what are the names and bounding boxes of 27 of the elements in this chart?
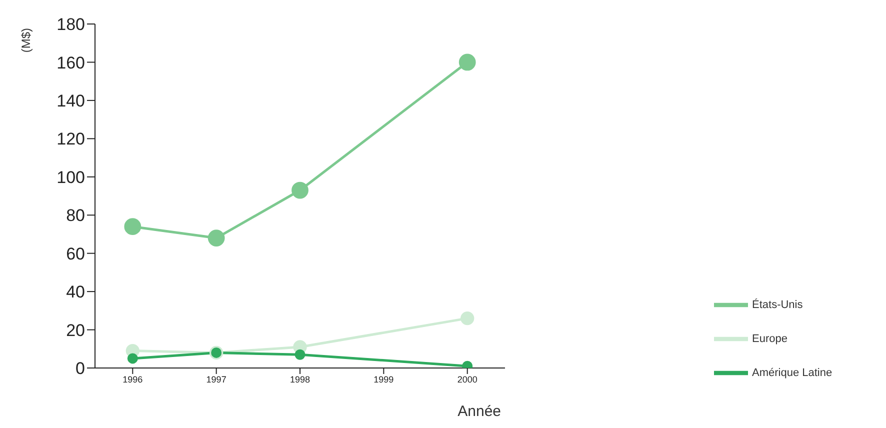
y-tick-label: 180 [56, 15, 85, 34]
legend-label: Amérique Latine [752, 366, 832, 379]
point [458, 54, 476, 71]
y-tick-label: 0 [76, 359, 85, 378]
point [292, 182, 308, 199]
point [127, 353, 138, 364]
y-tick-label: 120 [56, 130, 85, 149]
y-tick-label: 60 [66, 244, 85, 264]
point [460, 311, 474, 326]
x-tick-label: 1999 [374, 374, 394, 384]
y-tick-label: 80 [66, 206, 85, 226]
y-tick-label: 140 [56, 91, 85, 110]
x-tick-label: 2000 [457, 374, 478, 384]
x-tick-label: 1997 [206, 374, 226, 384]
y-tick-label: 40 [66, 282, 85, 302]
y-axis-title: (M$) [19, 28, 33, 53]
point [208, 230, 225, 246]
point [124, 218, 142, 236]
x-tick-label: 1996 [122, 374, 143, 384]
point [294, 349, 306, 360]
y-tick-label: 160 [56, 53, 85, 72]
y-tick-label: 100 [56, 168, 85, 187]
x-axis-title: Année [458, 403, 501, 420]
legend-label: États-Unis [752, 298, 803, 311]
x-tick-label: 1998 [290, 374, 310, 384]
y-tick-label: 20 [66, 320, 85, 340]
legend-label: Europe [752, 332, 788, 345]
